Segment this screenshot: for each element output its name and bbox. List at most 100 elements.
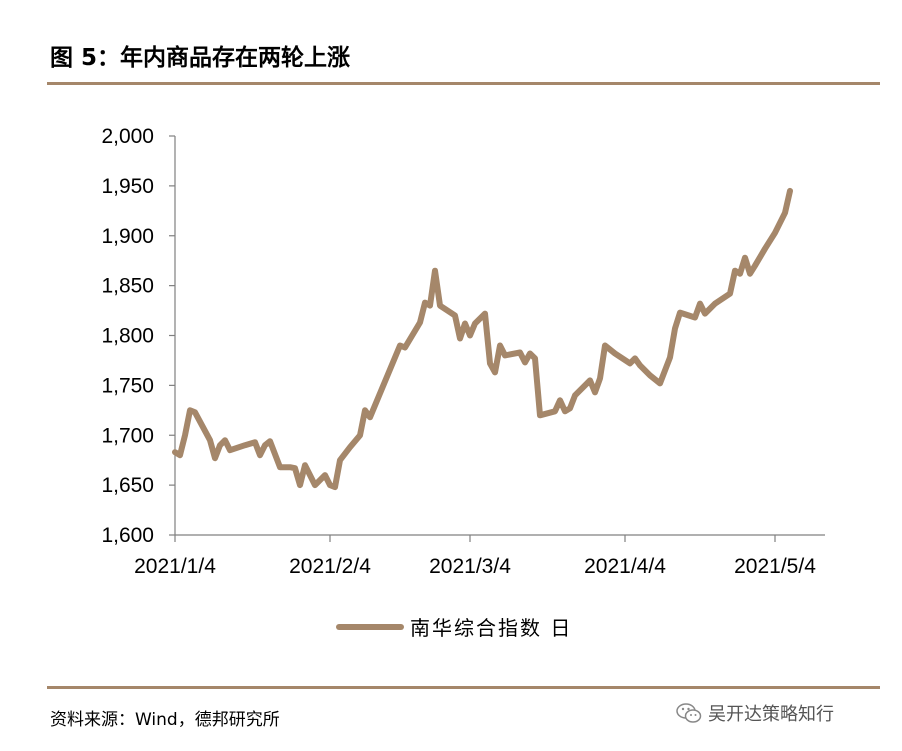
watermark: 吴开达策略知行: [676, 700, 834, 726]
title-rule: [47, 82, 880, 85]
source-note: 资料来源：Wind，德邦研究所: [50, 710, 280, 730]
data-point: [679, 312, 681, 314]
data-point: [469, 334, 471, 337]
data-point: [299, 484, 301, 486]
data-point: [729, 293, 731, 295]
y-tick-label: 1,650: [101, 474, 154, 497]
data-point: [424, 302, 426, 304]
data-point: [774, 232, 776, 234]
data-point: [224, 439, 226, 441]
data-point: [329, 484, 331, 486]
plot-area: [172, 187, 793, 491]
data-point: [259, 454, 261, 456]
y-tick-label: 1,850: [101, 275, 154, 298]
data-point: [534, 357, 536, 359]
data-point: [574, 394, 576, 396]
x-tick-label: 2021/5/4: [734, 555, 816, 578]
data-point: [279, 466, 281, 468]
data-point: [704, 313, 706, 315]
data-point: [404, 346, 406, 349]
data-point: [334, 486, 336, 488]
data-point: [419, 321, 421, 324]
watermark-text: 吴开达策略知行: [708, 704, 834, 725]
data-point: [314, 484, 316, 486]
data-point: [594, 391, 596, 393]
data-point: [269, 440, 271, 442]
series-line: [172, 187, 793, 491]
data-point: [174, 451, 176, 453]
y-tick-label: 1,750: [101, 374, 154, 397]
data-point: [429, 305, 431, 307]
data-point: [669, 356, 671, 358]
data-point: [324, 474, 326, 476]
y-tick-label: 1,900: [101, 225, 154, 248]
y-tick-label: 1,700: [101, 424, 154, 447]
data-point: [209, 439, 211, 441]
data-point: [789, 190, 791, 192]
data-point: [194, 411, 196, 413]
data-point: [364, 409, 366, 411]
data-point: [474, 322, 476, 325]
data-point: [569, 407, 571, 409]
data-point: [714, 303, 716, 305]
data-point: [614, 352, 616, 355]
data-point: [634, 357, 636, 359]
data-point: [564, 410, 566, 412]
data-point: [659, 382, 661, 384]
data-point: [674, 327, 676, 330]
x-tick-label: 2021/1/4: [134, 555, 216, 578]
data-point: [454, 314, 456, 317]
data-point: [589, 379, 591, 381]
data-point: [184, 434, 186, 436]
data-point: [504, 354, 506, 356]
data-point: [699, 303, 701, 305]
data-point: [554, 410, 556, 412]
data-point: [219, 444, 221, 446]
source-rule: [47, 686, 880, 689]
legend-label: 南华综合指数 日: [410, 616, 572, 640]
x-axis: 2021/1/4 2021/2/4 2021/3/4 2021/4/4 2021/5/4: [134, 534, 825, 578]
figure-title: 图 5：年内商品存在两轮上涨: [50, 45, 351, 71]
y-tick-label: 1,600: [101, 524, 154, 547]
data-point: [399, 344, 401, 347]
data-point: [459, 337, 461, 340]
legend: 南华综合指数 日: [336, 616, 572, 640]
data-point: [784, 212, 786, 214]
data-point: [649, 374, 651, 376]
data-point: [319, 479, 321, 481]
data-point: [744, 257, 746, 259]
data-point: [289, 466, 291, 468]
data-point: [599, 377, 601, 379]
y-tick-label: 1,800: [101, 325, 154, 348]
data-point: [639, 364, 641, 366]
wechat-icon: [676, 703, 702, 723]
data-point: [369, 416, 371, 418]
x-tick-label: 2021/3/4: [429, 555, 511, 578]
data-point: [464, 322, 466, 325]
data-point: [264, 444, 266, 446]
data-point: [749, 273, 751, 275]
data-point: [764, 248, 766, 250]
data-point: [529, 352, 531, 355]
data-point: [349, 446, 351, 448]
data-point: [604, 344, 606, 347]
data-point: [304, 464, 306, 466]
data-point: [214, 457, 216, 459]
data-point: [294, 467, 296, 469]
data-point: [339, 459, 341, 461]
data-point: [694, 316, 696, 319]
data-point: [739, 273, 741, 275]
data-point: [524, 361, 526, 363]
data-point: [484, 313, 486, 315]
data-point: [359, 434, 361, 436]
data-point: [434, 270, 436, 272]
data-point: [629, 362, 631, 364]
data-point: [179, 454, 181, 456]
data-point: [189, 409, 191, 411]
data-point: [229, 449, 231, 451]
y-tick-label: 1,950: [101, 175, 154, 198]
data-point: [489, 362, 491, 364]
data-point: [559, 399, 561, 401]
data-point: [254, 441, 256, 443]
